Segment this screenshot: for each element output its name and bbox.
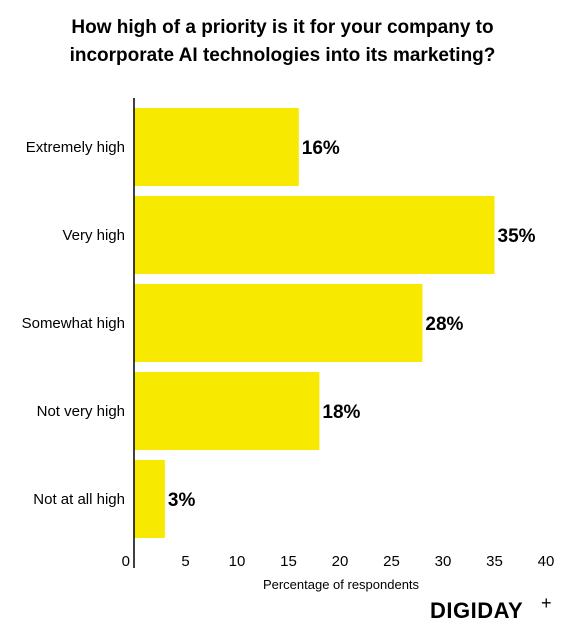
x-tick-label: 30 <box>435 553 452 570</box>
bar-not-very-high <box>134 372 320 450</box>
x-tick-label: 15 <box>280 553 297 570</box>
digiday-logo: DIGIDAY <box>430 598 523 624</box>
chart-title: How high of a priority is it for your co… <box>0 14 565 70</box>
digiday-plus-mark: + <box>541 593 552 613</box>
category-label: Somewhat high <box>22 315 125 332</box>
category-label: Not very high <box>37 403 125 420</box>
category-label: Extremely high <box>26 139 125 156</box>
x-tick-label: 5 <box>181 553 189 570</box>
x-tick-label: 20 <box>332 553 349 570</box>
category-labels-layer: Extremely high Very high Somewhat high Not … <box>22 139 125 508</box>
x-tick-label: 35 <box>486 553 503 570</box>
data-label: 35% <box>498 226 536 247</box>
chart-title-line-1: How high of a priority is it for your co… <box>71 17 494 38</box>
digiday-logo-text: DIGIDAY <box>430 598 524 623</box>
x-tick-label: 0 <box>122 553 130 570</box>
bar-extremely-high <box>134 108 299 186</box>
category-label: Very high <box>62 227 125 244</box>
category-label: Not at all high <box>33 491 125 508</box>
data-label: 18% <box>322 402 360 423</box>
x-tick-label: 40 <box>538 553 555 570</box>
data-label: 28% <box>425 314 463 335</box>
data-label: 3% <box>168 490 196 511</box>
x-tick-labels-layer: 0 5 10 15 20 25 30 35 40 <box>122 553 555 570</box>
x-axis-title: Percentage of respondents <box>263 577 420 592</box>
data-labels-layer: 16% 35% 28% 18% 3% <box>168 138 536 511</box>
x-tick-label: 25 <box>383 553 400 570</box>
bars-layer <box>134 108 495 538</box>
x-tick-label: 10 <box>229 553 246 570</box>
chart-title-line-2: incorporate AI technologies into its mar… <box>69 45 496 66</box>
bar-somewhat-high <box>134 284 423 362</box>
bar-very-high <box>134 196 495 274</box>
data-label: 16% <box>302 138 340 159</box>
bar-not-at-all-high <box>134 460 165 538</box>
